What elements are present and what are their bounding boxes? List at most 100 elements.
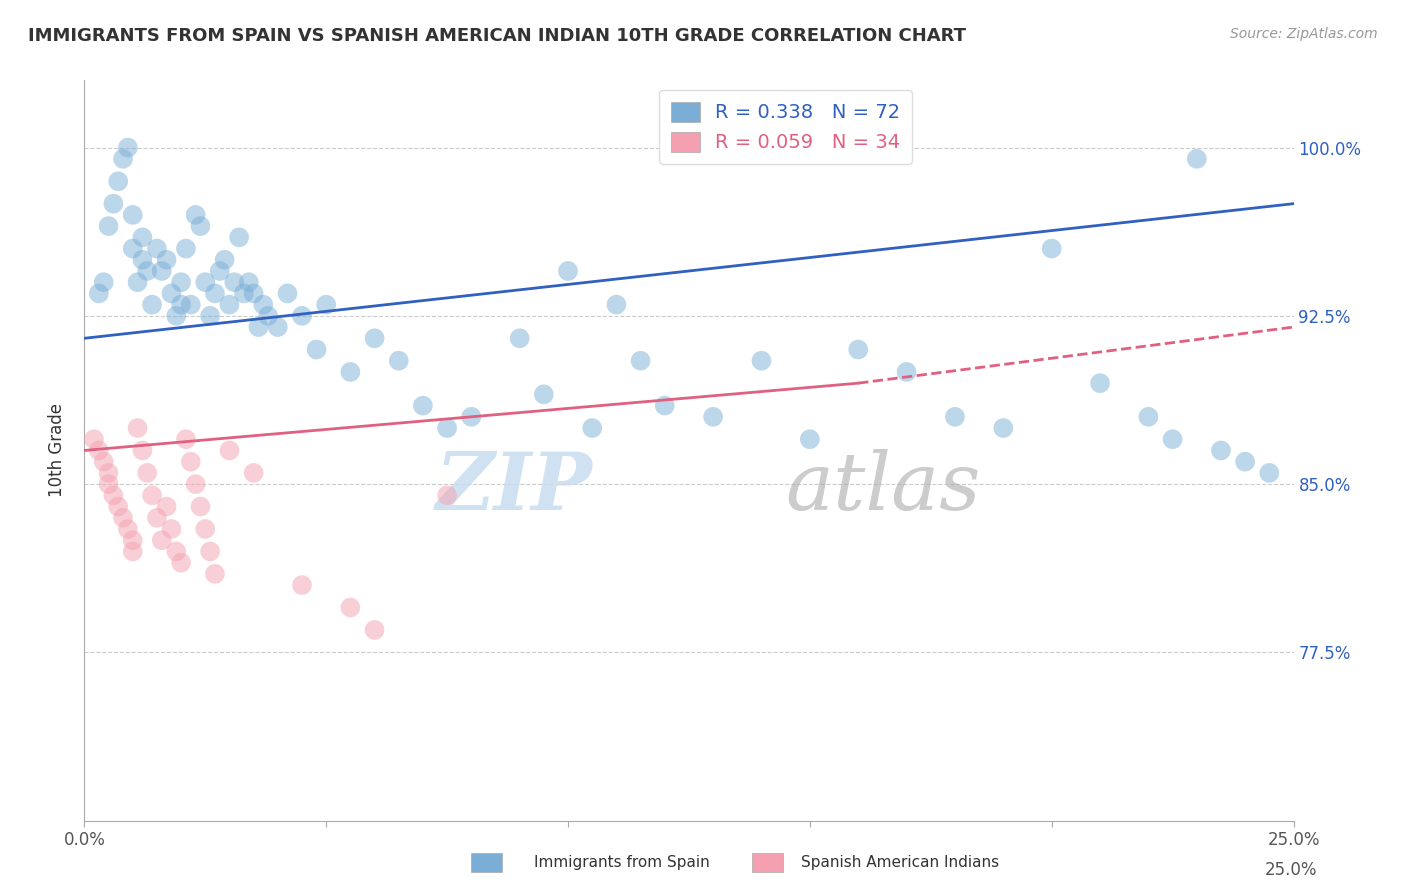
Point xyxy=(896,365,918,379)
Point xyxy=(208,264,231,278)
Point xyxy=(799,432,821,446)
Point xyxy=(121,242,143,256)
Point xyxy=(174,242,197,256)
Point xyxy=(194,275,217,289)
Point xyxy=(87,286,110,301)
Point xyxy=(252,298,274,312)
Point xyxy=(87,443,110,458)
Point xyxy=(557,264,579,278)
Point xyxy=(238,275,260,289)
Point xyxy=(242,466,264,480)
Point xyxy=(127,275,149,289)
Point xyxy=(1088,376,1111,391)
Point xyxy=(190,500,212,514)
Point xyxy=(1258,466,1281,480)
Point xyxy=(117,522,139,536)
Text: IMMIGRANTS FROM SPAIN VS SPANISH AMERICAN INDIAN 10TH GRADE CORRELATION CHART: IMMIGRANTS FROM SPAIN VS SPANISH AMERICA… xyxy=(28,27,966,45)
Point xyxy=(121,544,143,558)
Point xyxy=(160,522,183,536)
Point xyxy=(846,343,869,357)
Point xyxy=(218,443,240,458)
Point xyxy=(218,298,240,312)
Text: 25.0%: 25.0% xyxy=(1265,862,1317,880)
Point xyxy=(103,196,125,211)
Point xyxy=(127,421,149,435)
Point xyxy=(155,252,177,267)
Point xyxy=(214,252,236,267)
Point xyxy=(146,510,169,524)
Point xyxy=(267,320,290,334)
Point xyxy=(170,275,193,289)
Point xyxy=(291,578,314,592)
Point xyxy=(136,264,159,278)
Point xyxy=(97,477,120,491)
Point xyxy=(339,600,361,615)
Point xyxy=(291,309,314,323)
Point xyxy=(276,286,298,301)
Point xyxy=(1185,152,1208,166)
Point xyxy=(1161,432,1184,446)
Point xyxy=(224,275,246,289)
Point xyxy=(174,432,197,446)
Point xyxy=(180,455,202,469)
Point xyxy=(170,556,193,570)
Point xyxy=(363,623,385,637)
Point xyxy=(112,152,135,166)
Text: ZIP: ZIP xyxy=(436,449,592,526)
Legend: R = 0.338   N = 72, R = 0.059   N = 34: R = 0.338 N = 72, R = 0.059 N = 34 xyxy=(659,90,912,164)
Point xyxy=(436,421,458,435)
Point xyxy=(165,544,187,558)
Point xyxy=(412,399,434,413)
Point xyxy=(112,510,135,524)
Point xyxy=(131,230,153,244)
Point xyxy=(247,320,270,334)
Point xyxy=(702,409,724,424)
Point xyxy=(233,286,256,301)
Point xyxy=(170,298,193,312)
Point xyxy=(315,298,337,312)
Point xyxy=(204,286,226,301)
Point xyxy=(1234,455,1257,469)
Point xyxy=(436,488,458,502)
Point xyxy=(83,432,105,446)
Text: Source: ZipAtlas.com: Source: ZipAtlas.com xyxy=(1230,27,1378,41)
Point xyxy=(155,500,177,514)
Point xyxy=(388,353,411,368)
Text: Spanish American Indians: Spanish American Indians xyxy=(801,855,1000,870)
Text: atlas: atlas xyxy=(786,449,981,526)
Text: Immigrants from Spain: Immigrants from Spain xyxy=(534,855,710,870)
Point xyxy=(97,219,120,233)
Point xyxy=(184,477,207,491)
Point xyxy=(1209,443,1232,458)
Point xyxy=(146,242,169,256)
Point xyxy=(204,566,226,581)
Point xyxy=(257,309,280,323)
Point xyxy=(751,353,773,368)
Point xyxy=(131,252,153,267)
Point xyxy=(93,275,115,289)
Point xyxy=(117,140,139,154)
Point xyxy=(1040,242,1063,256)
Point xyxy=(581,421,603,435)
Point xyxy=(943,409,966,424)
Point xyxy=(93,455,115,469)
Point xyxy=(141,298,163,312)
Point xyxy=(141,488,163,502)
Point xyxy=(993,421,1015,435)
Point xyxy=(198,544,221,558)
Point xyxy=(509,331,531,345)
Point xyxy=(107,174,129,188)
Point xyxy=(150,533,173,548)
Point xyxy=(150,264,173,278)
Point xyxy=(107,500,129,514)
Point xyxy=(190,219,212,233)
Point xyxy=(103,488,125,502)
Point xyxy=(121,533,143,548)
Point xyxy=(630,353,652,368)
Point xyxy=(533,387,555,401)
Point xyxy=(165,309,187,323)
Point xyxy=(184,208,207,222)
Point xyxy=(1137,409,1160,424)
Point xyxy=(460,409,482,424)
Point xyxy=(160,286,183,301)
